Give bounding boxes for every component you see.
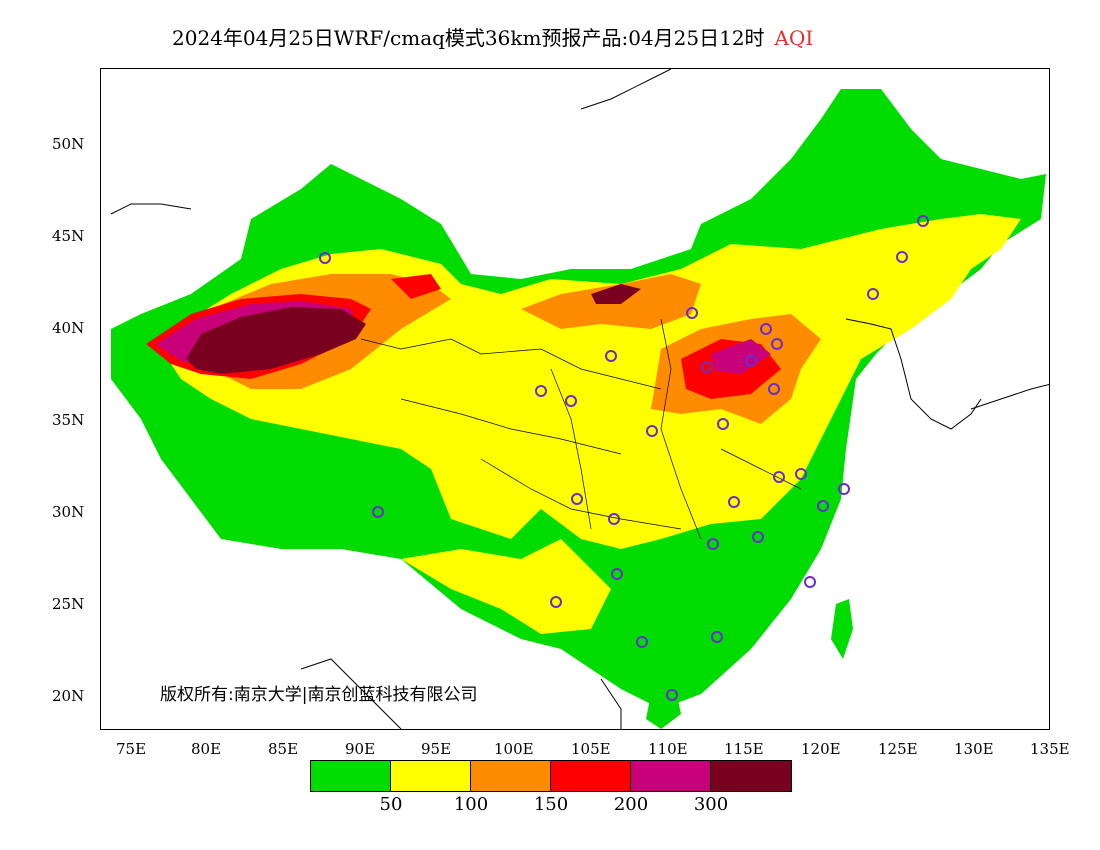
station-marker [686,307,698,319]
station-marker [666,689,678,701]
lat-label: 50N [52,135,85,153]
lat-label: 20N [52,687,85,705]
aqi-zone-red-north [391,274,441,299]
lat-label: 30N [52,503,85,521]
legend-swatch [551,761,631,791]
lon-label: 95E [421,740,452,758]
coastline-korea-japan [845,318,1049,430]
station-marker [611,568,623,580]
coastlines [110,69,1049,729]
legend-swatch [631,761,711,791]
aqi-zone-magenta-east [711,339,771,374]
station-marker [636,636,648,648]
lat-label: 25N [52,595,85,613]
aqi-zone-darkred-north [591,284,641,304]
legend-swatch [711,761,791,791]
station-marker [745,355,757,367]
station-marker [646,425,658,437]
station-marker [760,323,772,335]
station-markers [319,215,929,701]
station-marker [795,468,807,480]
coastline-north [580,69,672,110]
station-marker [728,496,740,508]
lon-label: 125E [878,740,918,758]
station-marker [565,395,577,407]
station-marker [372,506,384,518]
station-marker [707,538,719,550]
taiwan [831,599,853,659]
station-marker [571,493,583,505]
lat-label: 40N [52,319,85,337]
lon-label: 85E [268,740,299,758]
station-marker [752,531,764,543]
station-marker [896,251,908,263]
lat-label: 45N [52,227,85,245]
station-marker [867,288,879,300]
aqi-zone-darkred-taklimakan [186,307,366,374]
station-marker [771,338,783,350]
lon-label: 130E [954,740,994,758]
map-title: 2024年04月25日WRF/cmaq模式36km预报产品:04月25日12时 A… [172,22,813,51]
coastline-west [110,203,192,215]
station-marker [711,631,723,643]
province-borders [360,318,802,540]
legend-swatch [311,761,391,791]
title-text: 2024年04月25日WRF/cmaq模式36km预报产品:04月25日12时 [172,26,765,50]
station-marker [701,361,713,373]
legend-label: 200 [613,794,649,815]
title-variable: AQI [774,26,814,50]
coastline-southeast-asia [300,658,622,729]
station-marker [917,215,929,227]
station-marker [550,596,562,608]
legend-label: 50 [379,794,403,815]
lon-label: 75E [116,740,147,758]
station-marker [838,483,850,495]
legend-label: 150 [533,794,569,815]
station-marker [535,385,547,397]
station-marker [605,350,617,362]
lon-label: 100E [494,740,534,758]
legend-label: 100 [453,794,489,815]
lon-label: 115E [724,740,764,758]
station-marker [768,383,780,395]
map-frame [100,68,1050,730]
station-marker [817,500,829,512]
station-marker [804,576,816,588]
legend-label: 300 [693,794,729,815]
lon-label: 120E [801,740,841,758]
station-marker [319,252,331,264]
lon-label: 110E [648,740,688,758]
lat-label: 35N [52,411,85,429]
aqi-field [111,89,1046,729]
aqi-zone-yellow-south [401,539,611,634]
map-canvas [110,69,1049,729]
lon-label: 90E [345,740,376,758]
lon-label: 135E [1030,740,1070,758]
copyright-notice: 版权所有:南京大学|南京创蓝科技有限公司 [160,685,478,705]
station-marker [608,513,620,525]
legend-swatch [391,761,471,791]
station-marker [717,418,729,430]
station-marker [773,471,785,483]
lon-label: 105E [571,740,611,758]
aqi-color-legend [310,760,792,792]
lon-label: 80E [191,740,222,758]
legend-swatch [471,761,551,791]
